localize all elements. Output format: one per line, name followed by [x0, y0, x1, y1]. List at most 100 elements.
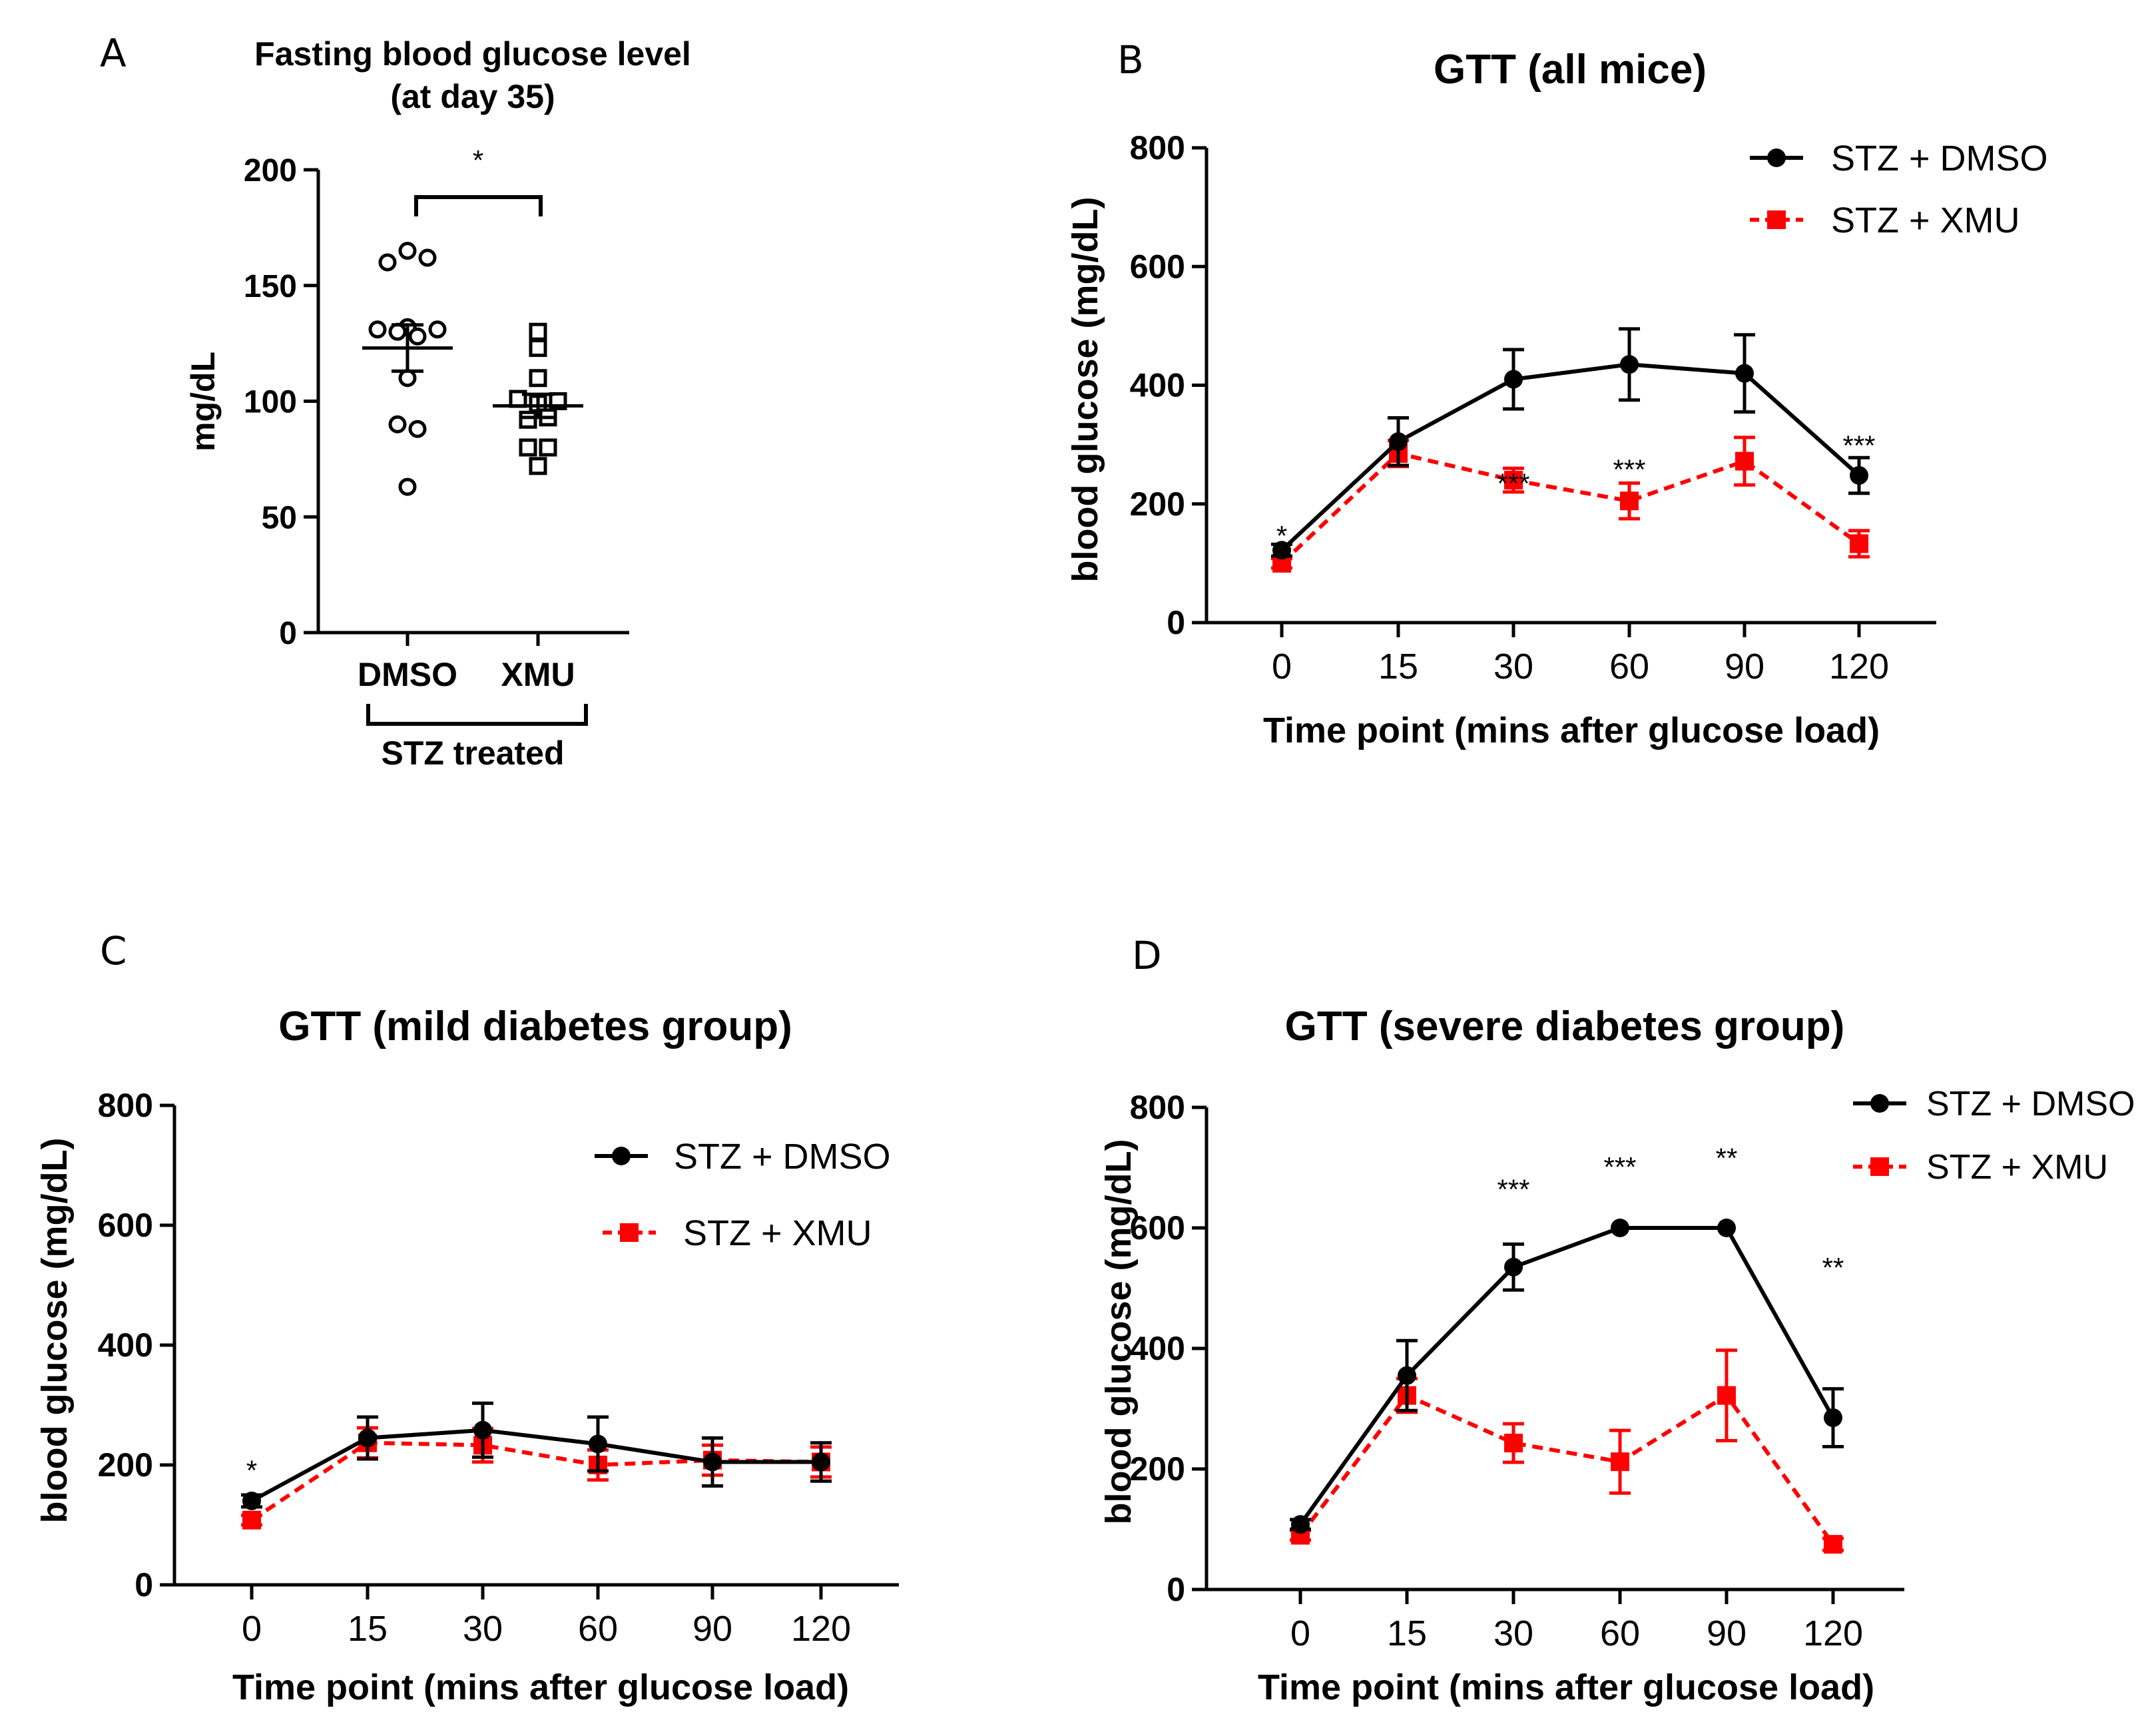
chart-d-title: GTT (severe diabetes group)	[1285, 1004, 1845, 1049]
chart-b-x-tick-label: 30	[1493, 647, 1533, 687]
chart-d-significance-label: **	[1716, 1143, 1738, 1174]
chart-a-point-dmso	[378, 253, 397, 272]
chart-c-x-tick-label: 30	[463, 1609, 503, 1649]
chart-a-point-dmso	[408, 327, 427, 346]
chart-c-title: GTT (mild diabetes group)	[278, 1004, 792, 1049]
chart-b-point-dmso	[1389, 432, 1408, 451]
chart-d-ylabel: blood glucose (mg/dL)	[1099, 1139, 1139, 1525]
chart-a-significance-bracket	[414, 195, 543, 216]
chart-d-series-dmso-line	[1298, 1226, 1835, 1526]
chart-c-y-tick-label: 0	[135, 1566, 153, 1603]
chart-c-legend-dmso: STZ + DMSO	[674, 1137, 891, 1177]
chart-a-group-label: STZ treated	[381, 734, 564, 772]
chart-c-x-tick-label: 120	[791, 1609, 851, 1649]
chart-b-x-tick-label: 60	[1609, 647, 1649, 687]
chart-d-x-tick-label: 90	[1707, 1613, 1747, 1653]
chart-b-significance-label: ***	[1613, 453, 1645, 485]
chart-b-point-dmso	[1272, 541, 1291, 560]
chart-b-legend-xmu: STZ + XMU	[1831, 200, 2020, 240]
chart-a-point-xmu	[539, 438, 557, 457]
chart-b-point-xmu	[1504, 471, 1523, 490]
chart-b-series-xmu-line	[1280, 451, 1860, 565]
legend-dmso-marker-icon	[1767, 148, 1786, 167]
chart-d-xlabel: Time point (mins after glucose load)	[1258, 1667, 1874, 1707]
chart-c-series-dmso-line	[250, 1428, 821, 1503]
chart-d-series-xmu-line	[1298, 1392, 1835, 1546]
chart-a-y-tick-label: 150	[244, 269, 297, 304]
chart-a-y-tick-label: 200	[244, 153, 297, 188]
chart-a-point-dmso	[428, 320, 447, 339]
chart-d-x-tick-label: 60	[1600, 1613, 1640, 1653]
chart-d-point-dmso	[1824, 1408, 1842, 1428]
chart-c-ylabel: blood glucose (mg/dL)	[35, 1138, 75, 1524]
chart-a-point-xmu	[519, 410, 537, 429]
chart-b-point-xmu	[1620, 491, 1639, 511]
chart-c-point-dmso	[358, 1428, 377, 1448]
chart-b-legend-dmso: STZ + DMSO	[1831, 139, 2048, 178]
panel-letter-c: C	[100, 928, 127, 974]
chart-b-point-dmso	[1504, 370, 1523, 389]
legend-dmso-marker-icon	[612, 1147, 631, 1165]
chart-c-y-tick-label: 600	[98, 1207, 153, 1244]
chart-a-point-dmso	[398, 369, 417, 388]
chart-a-point-dmso	[368, 320, 387, 339]
chart-b-point-dmso	[1850, 465, 1868, 485]
chart-a-title-line2: (at day 35)	[390, 78, 555, 115]
chart-d-point-xmu	[1717, 1386, 1736, 1405]
chart-c-x-tick-label: 0	[242, 1609, 262, 1649]
chart-b-xlabel: Time point (mins after glucose load)	[1263, 711, 1880, 750]
chart-d-y-tick-label: 800	[1130, 1089, 1185, 1126]
chart-b-legend: STZ + DMSO STZ + XMU	[1750, 139, 2048, 240]
chart-b-point-dmso	[1735, 364, 1754, 383]
chart-c-x-tick-label: 60	[578, 1609, 618, 1649]
chart-a-ylabel: mg/dL	[184, 352, 222, 451]
chart-d-point-dmso	[1291, 1515, 1310, 1534]
chart-d-point-dmso	[1504, 1257, 1523, 1277]
chart-a-significance-label: *	[473, 144, 483, 176]
chart-d-significance-label: ***	[1497, 1174, 1529, 1205]
chart-b-y-tick-label: 400	[1130, 367, 1185, 404]
chart-a-title-line1: Fasting blood glucose level	[254, 35, 691, 73]
chart-d-y-tick-label: 400	[1130, 1330, 1185, 1367]
chart-b-series-dmso-line	[1280, 362, 1860, 552]
chart-c-point-dmso	[589, 1434, 607, 1454]
chart-b-significance-label: ***	[1842, 430, 1875, 461]
chart-d-legend-dmso: STZ + DMSO	[1926, 1085, 2135, 1123]
chart-d-legend-xmu: STZ + XMU	[1926, 1148, 2108, 1187]
chart-d-legend: STZ + DMSO STZ + XMU	[1853, 1085, 2135, 1187]
chart-b-point-xmu	[1735, 451, 1754, 471]
panel-letter-d: D	[1132, 933, 1162, 978]
chart-a-point-xmu	[529, 339, 547, 358]
chart-b-point-dmso	[1620, 355, 1639, 374]
panel-letter-b: B	[1117, 37, 1144, 83]
chart-a-group-bracket	[366, 704, 588, 726]
chart-a-category-xmu: XMU	[501, 656, 575, 693]
chart-d-point-dmso	[1717, 1219, 1736, 1237]
chart-d-point-xmu	[1504, 1434, 1523, 1453]
chart-c-x-tick-label: 15	[348, 1609, 388, 1649]
chart-d-point-dmso	[1398, 1366, 1416, 1385]
chart-a-point-dmso	[398, 477, 417, 496]
chart-c-point-dmso	[703, 1452, 722, 1472]
chart-c-legend: STZ + DMSO STZ + XMU	[595, 1137, 891, 1253]
chart-b-significance-label: *	[1276, 520, 1287, 551]
chart-d-significance-label: ***	[1603, 1151, 1636, 1183]
chart-a-point-xmu	[529, 457, 547, 475]
chart-a-point-dmso	[388, 415, 407, 433]
chart-c-y-tick-label: 400	[98, 1326, 153, 1364]
chart-a-category-dmso: DMSO	[358, 656, 457, 693]
chart-a-point-xmu	[529, 369, 547, 388]
chart-b-significance-label: ***	[1497, 468, 1529, 499]
chart-d-x-tick-label: 30	[1493, 1613, 1533, 1653]
chart-d-y-tick-label: 200	[1130, 1450, 1185, 1488]
chart-b-title: GTT (all mice)	[1434, 47, 1707, 93]
chart-a-y-tick-label: 50	[262, 500, 297, 535]
chart-d-significance-label: **	[1822, 1252, 1844, 1283]
chart-d-y-tick-label: 0	[1167, 1571, 1185, 1608]
chart-b-ylabel: blood glucose (mg/dL)	[1065, 197, 1105, 583]
chart-c-x-tick-label: 90	[692, 1609, 732, 1649]
chart-c-point-dmso	[812, 1452, 830, 1472]
chart-c-point-xmu	[242, 1510, 261, 1530]
